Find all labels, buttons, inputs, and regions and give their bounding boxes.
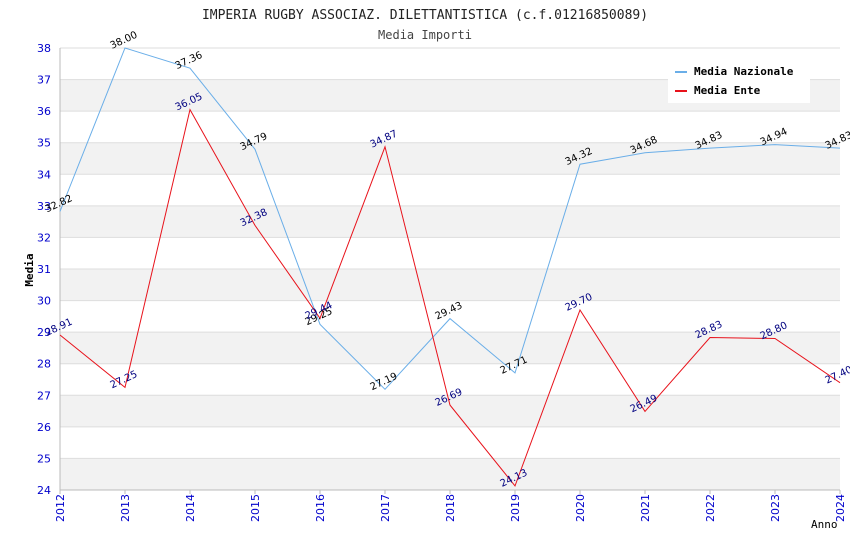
y-tick-label: 27 bbox=[37, 389, 51, 402]
x-tick-label: 2024 bbox=[834, 494, 847, 522]
grid-band bbox=[60, 111, 840, 143]
x-tick-label: 2012 bbox=[54, 494, 67, 522]
legend-label-nazionale: Media Nazionale bbox=[694, 65, 794, 78]
legend-label-ente: Media Ente bbox=[694, 84, 761, 97]
grid-band bbox=[60, 332, 840, 364]
grid-band bbox=[60, 395, 840, 427]
grid-band bbox=[60, 269, 840, 301]
y-tick-label: 28 bbox=[37, 358, 51, 371]
x-tick-label: 2022 bbox=[704, 494, 717, 522]
chart-title: IMPERIA RUGBY ASSOCIAZ. DILETTANTISTICA … bbox=[202, 8, 648, 23]
series-lines bbox=[59, 47, 841, 487]
x-axis-title: Anno bbox=[811, 518, 838, 531]
y-tick-label: 37 bbox=[37, 74, 51, 87]
grid-bands bbox=[60, 47, 840, 491]
y-tick-label: 31 bbox=[37, 263, 51, 276]
y-tick-label: 30 bbox=[37, 295, 51, 308]
chart-subtitle: Media Importi bbox=[378, 28, 472, 42]
x-tick-label: 2020 bbox=[574, 494, 587, 522]
x-tick-label: 2013 bbox=[119, 494, 132, 522]
x-tick-label: 2019 bbox=[509, 494, 522, 522]
x-tick-label: 2021 bbox=[639, 494, 652, 522]
x-tick-label: 2014 bbox=[184, 494, 197, 522]
grid-band bbox=[60, 426, 840, 459]
y-tick-label: 29 bbox=[37, 326, 51, 339]
y-tick-label: 35 bbox=[37, 137, 51, 150]
legend-box bbox=[668, 59, 810, 103]
grid-band bbox=[60, 237, 840, 269]
grid-band bbox=[60, 300, 840, 333]
y-tick-label: 32 bbox=[37, 231, 51, 244]
grid-band bbox=[60, 174, 840, 206]
y-tick-label: 38 bbox=[37, 42, 51, 55]
grid-band bbox=[60, 458, 840, 490]
grid-band bbox=[60, 205, 840, 238]
x-tick-label: 2018 bbox=[444, 494, 457, 522]
x-tick-label: 2015 bbox=[249, 494, 262, 522]
series-line-media-nazionale bbox=[59, 47, 841, 391]
legend: Media Nazionale Media Ente bbox=[668, 59, 810, 103]
grid-band bbox=[60, 363, 840, 396]
x-tick-label: 2016 bbox=[314, 494, 327, 522]
y-tick-label: 34 bbox=[37, 168, 51, 181]
x-axis-ticks: 2012 2013 2014 2015 2016 2017 2018 2019 2020 2021… bbox=[54, 490, 847, 522]
y-axis-ticks: 24 25 26 27 28 29 30 31 32 33 34 35 36 37 38 bbox=[37, 42, 51, 497]
y-tick-label: 33 bbox=[37, 200, 51, 213]
y-tick-label: 25 bbox=[37, 452, 51, 465]
y-tick-label: 24 bbox=[37, 484, 51, 497]
y-tick-label: 26 bbox=[37, 421, 51, 434]
x-tick-label: 2023 bbox=[769, 494, 782, 522]
y-tick-label: 36 bbox=[37, 105, 51, 118]
series-line-media-ente bbox=[59, 108, 841, 487]
x-tick-label: 2017 bbox=[379, 494, 392, 522]
y-axis-title: Media bbox=[23, 253, 36, 286]
